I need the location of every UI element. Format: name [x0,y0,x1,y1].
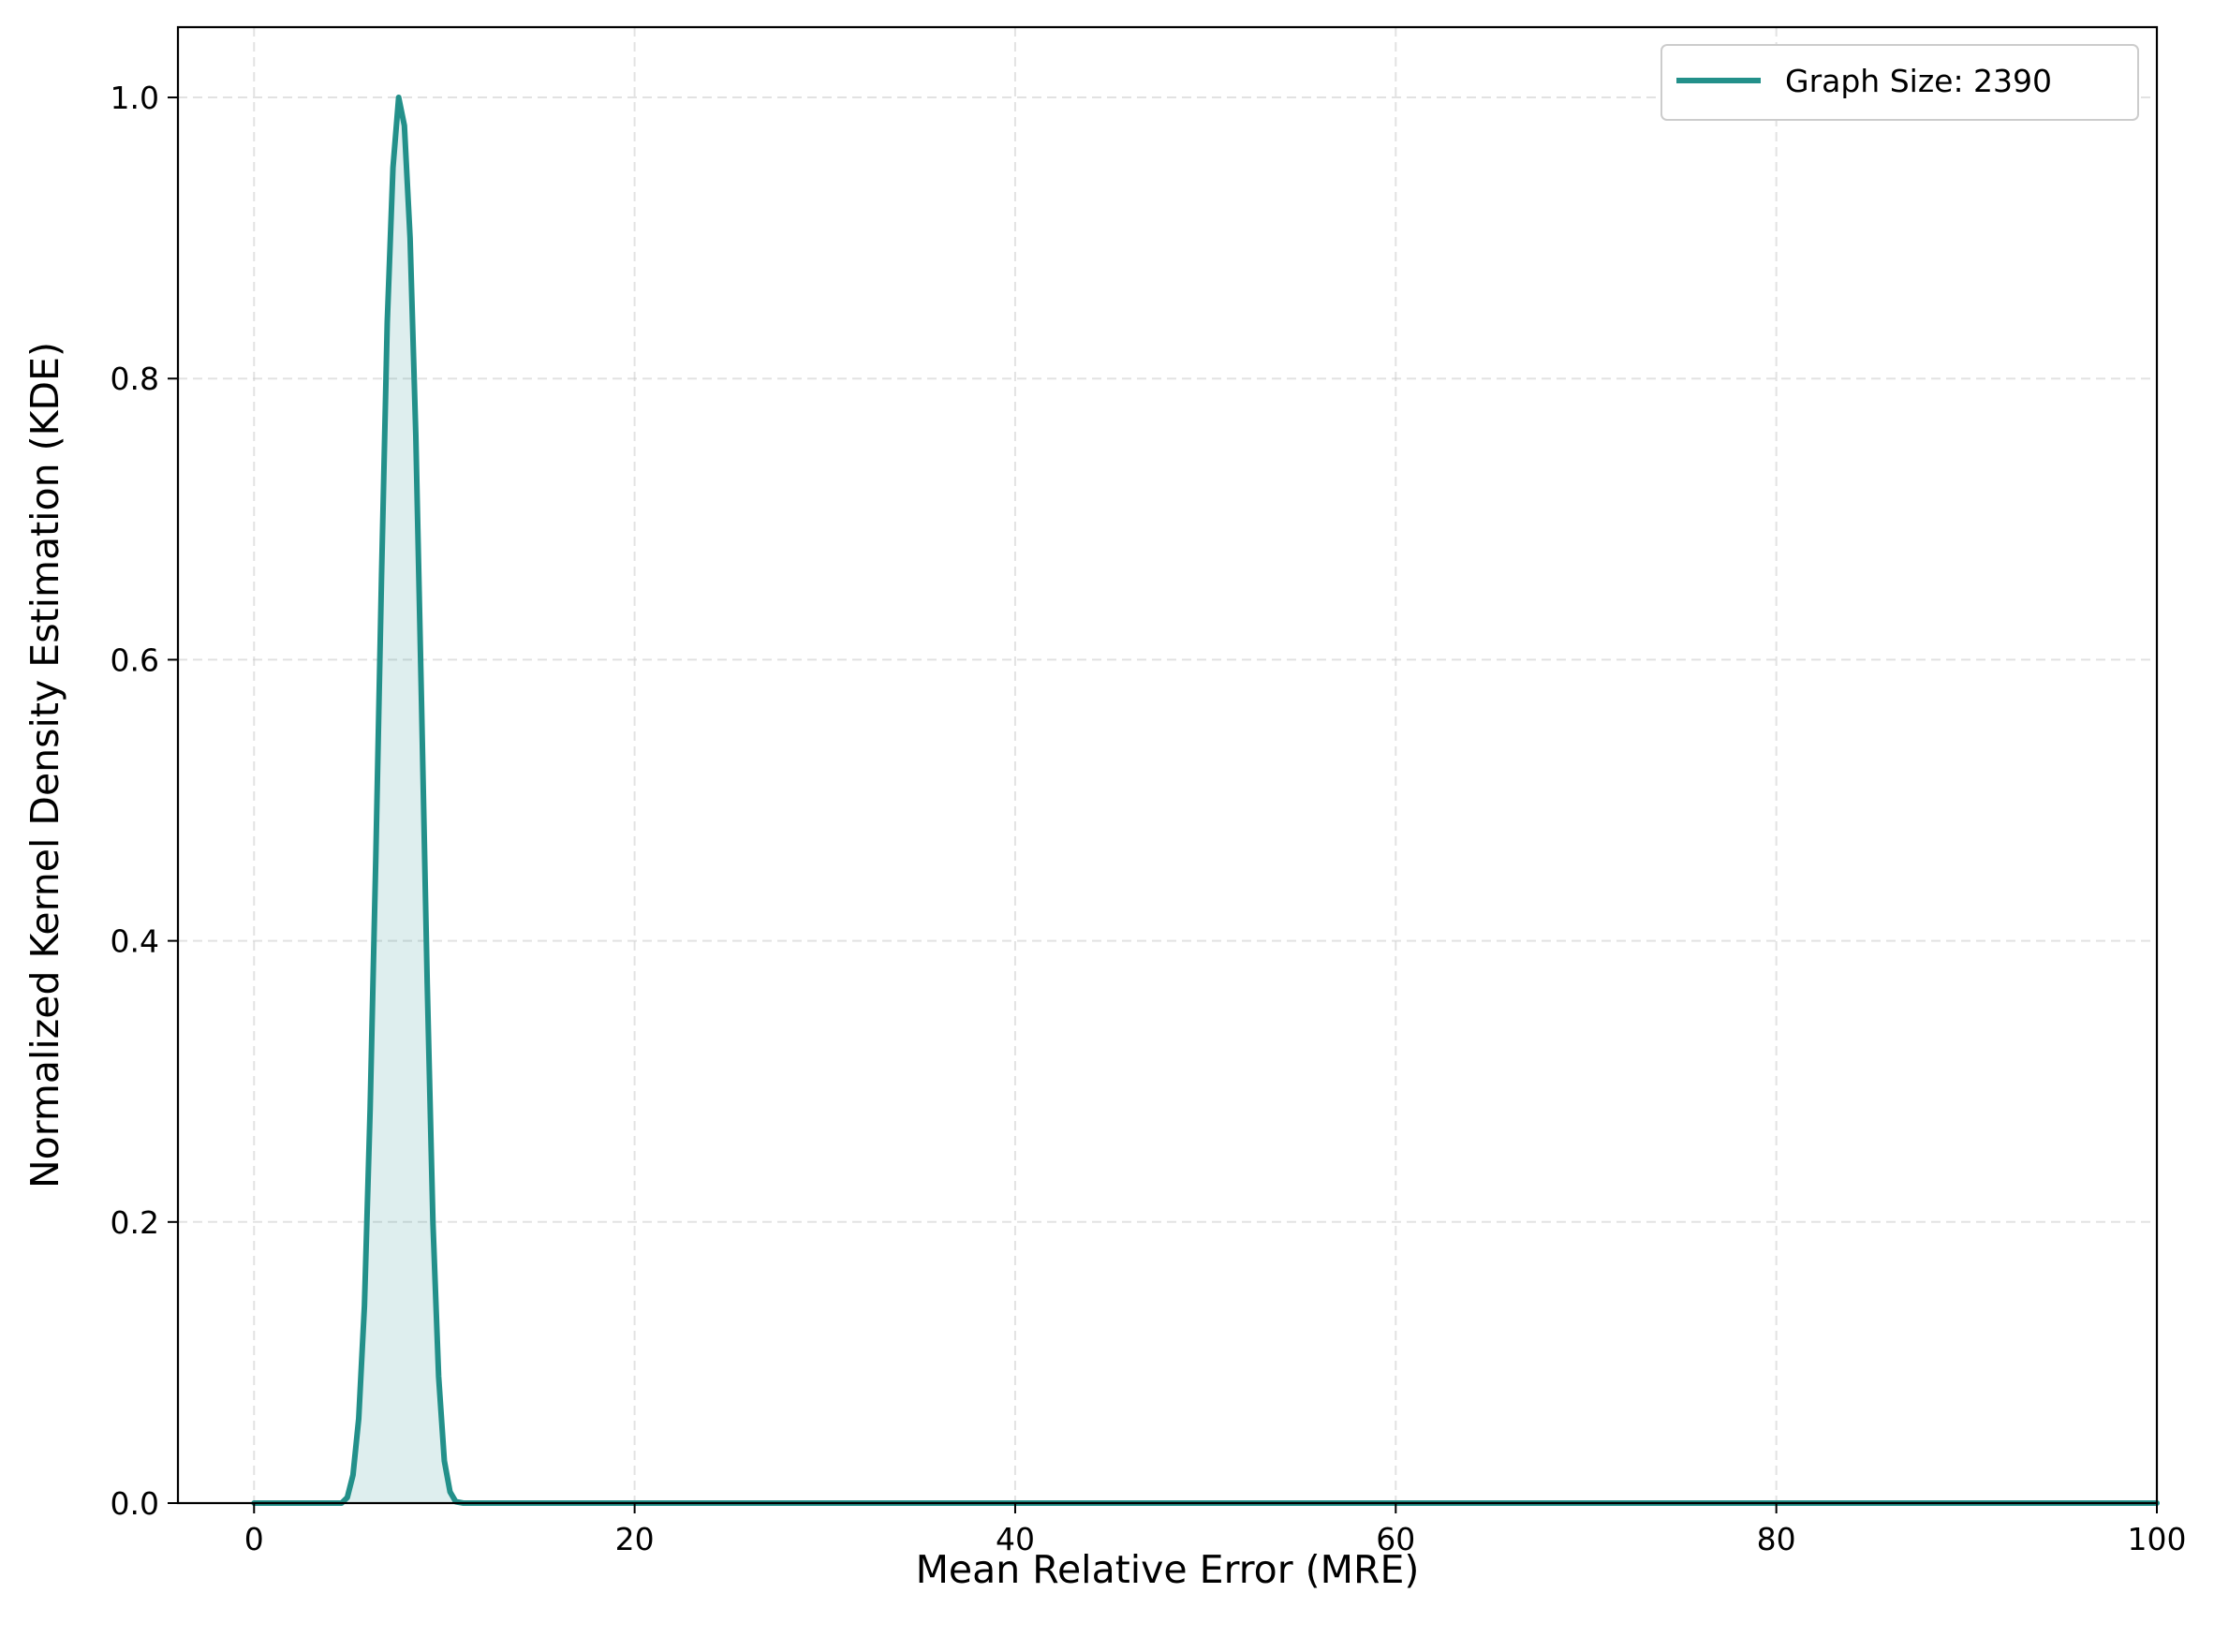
legend-box [1660,44,2139,121]
y-tick-label: 0.2 [111,1204,159,1241]
x-tick-label: 0 [244,1521,264,1557]
x-tick-label: 100 [2128,1521,2187,1557]
x-axis-ticks: 0 20 40 60 80 100 [244,1503,2187,1557]
x-tick-label: 60 [1376,1521,1415,1557]
legend-entry-label: Graph Size: 2390 [1785,63,2052,99]
x-tick-label: 80 [1757,1521,1796,1557]
legend: Graph Size: 2390 [1660,44,2139,121]
y-tick-label: 0.6 [111,642,159,678]
plot-frame [176,25,2159,1505]
y-axis-label: Normalized Kernel Density Estimation (KD… [22,342,67,1188]
x-tick-label: 40 [996,1521,1035,1557]
y-axis-ticks: 0.0 0.2 0.4 0.6 0.8 1.0 [111,80,178,1522]
y-tick-label: 0.0 [111,1485,159,1522]
y-tick-label: 0.8 [111,361,159,397]
y-tick-label: 0.4 [111,923,159,960]
x-tick-label: 20 [615,1521,655,1557]
x-axis-label: Mean Relative Error (MRE) [916,1547,1420,1592]
y-tick-label: 1.0 [111,80,159,116]
